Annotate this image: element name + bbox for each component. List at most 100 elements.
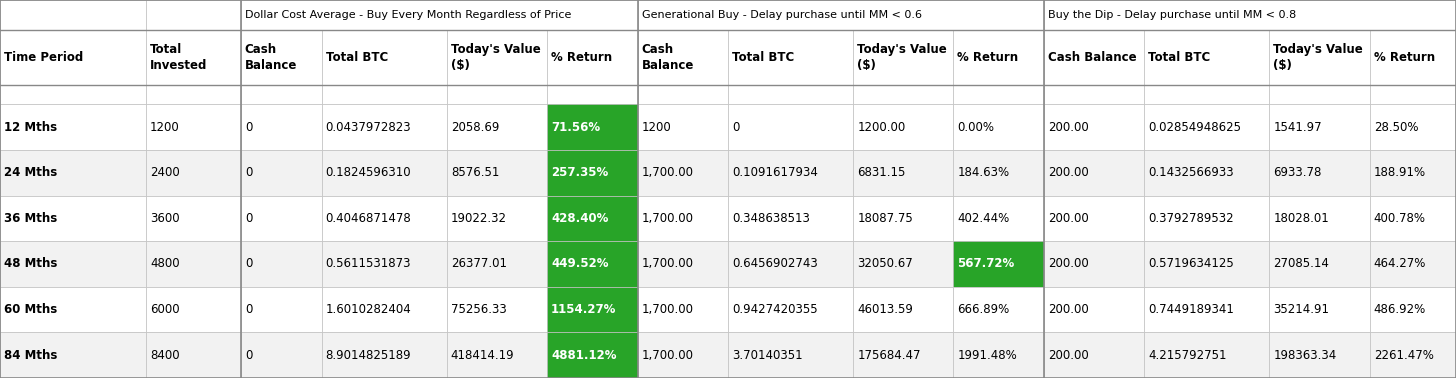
Bar [1044, 104, 1144, 150]
Text: 2400: 2400 [150, 166, 181, 179]
Bar [1370, 332, 1456, 378]
Text: 418414.19: 418414.19 [451, 349, 514, 362]
Text: 464.27%: 464.27% [1373, 257, 1425, 270]
Text: 184.63%: 184.63% [958, 166, 1009, 179]
Bar [954, 85, 1044, 104]
Text: 402.44%: 402.44% [958, 212, 1010, 225]
Text: 0.348638513: 0.348638513 [732, 212, 810, 225]
Bar [1270, 85, 1370, 104]
Bar [638, 85, 728, 104]
Text: Cash Balance: Cash Balance [1048, 51, 1137, 64]
Bar [638, 241, 728, 287]
Text: 188.91%: 188.91% [1373, 166, 1425, 179]
Text: 198363.34: 198363.34 [1274, 349, 1337, 362]
Bar [1370, 104, 1456, 150]
Bar [728, 30, 853, 85]
Bar [728, 287, 853, 332]
Bar [240, 150, 322, 195]
Bar [447, 85, 547, 104]
Bar [853, 104, 954, 150]
Bar [547, 332, 638, 378]
Text: 200.00: 200.00 [1048, 212, 1089, 225]
Text: 46013.59: 46013.59 [858, 303, 913, 316]
Bar [1270, 195, 1370, 241]
Bar [638, 0, 1044, 30]
Text: 26377.01: 26377.01 [451, 257, 507, 270]
Bar [1044, 332, 1144, 378]
Text: 400.78%: 400.78% [1373, 212, 1425, 225]
Text: 84 Mths: 84 Mths [4, 349, 57, 362]
Bar [447, 287, 547, 332]
Text: 2058.69: 2058.69 [451, 121, 499, 133]
Bar [1270, 30, 1370, 85]
Bar [146, 150, 240, 195]
Bar [0, 85, 146, 104]
Text: 200.00: 200.00 [1048, 349, 1089, 362]
Bar [322, 85, 447, 104]
Text: 200.00: 200.00 [1048, 257, 1089, 270]
Bar [1270, 150, 1370, 195]
Bar [0, 104, 146, 150]
Bar [728, 104, 853, 150]
Bar [1370, 150, 1456, 195]
Bar [954, 287, 1044, 332]
Text: % Return: % Return [550, 51, 612, 64]
Text: 28.50%: 28.50% [1373, 121, 1418, 133]
Bar [146, 85, 240, 104]
Bar [1044, 150, 1144, 195]
Bar [240, 104, 322, 150]
Text: 1,700.00: 1,700.00 [642, 349, 693, 362]
Text: 1200: 1200 [642, 121, 671, 133]
Bar [146, 287, 240, 332]
Bar [638, 195, 728, 241]
Text: 0.3792789532: 0.3792789532 [1149, 212, 1233, 225]
Text: 0.5611531873: 0.5611531873 [326, 257, 411, 270]
Bar [240, 85, 322, 104]
Text: 0.02854948625: 0.02854948625 [1149, 121, 1241, 133]
Text: Cash
Balance: Cash Balance [245, 43, 297, 72]
Text: 4881.12%: 4881.12% [550, 349, 616, 362]
Text: 200.00: 200.00 [1048, 303, 1089, 316]
Bar [240, 195, 322, 241]
Bar [240, 241, 322, 287]
Bar [322, 104, 447, 150]
Text: Total
Invested: Total Invested [150, 43, 208, 72]
Text: 0: 0 [245, 303, 252, 316]
Text: 8576.51: 8576.51 [451, 166, 499, 179]
Bar [638, 332, 728, 378]
Bar [1370, 195, 1456, 241]
Text: 0.1824596310: 0.1824596310 [326, 166, 411, 179]
Bar [1144, 287, 1270, 332]
Text: 0.5719634125: 0.5719634125 [1149, 257, 1233, 270]
Text: 200.00: 200.00 [1048, 121, 1089, 133]
Text: Total BTC: Total BTC [732, 51, 795, 64]
Bar [1270, 104, 1370, 150]
Bar [728, 241, 853, 287]
Text: Buy the Dip - Delay purchase until MM < 0.8: Buy the Dip - Delay purchase until MM < … [1048, 10, 1296, 20]
Bar [322, 30, 447, 85]
Text: 1541.97: 1541.97 [1274, 121, 1322, 133]
Text: Today's Value
($): Today's Value ($) [858, 43, 946, 72]
Text: 18028.01: 18028.01 [1274, 212, 1329, 225]
Bar [1144, 104, 1270, 150]
Bar [1144, 195, 1270, 241]
Bar [1144, 30, 1270, 85]
Bar [146, 30, 240, 85]
Text: 1,700.00: 1,700.00 [642, 166, 693, 179]
Text: 2261.47%: 2261.47% [1373, 349, 1434, 362]
Text: 567.72%: 567.72% [958, 257, 1015, 270]
Text: Generational Buy - Delay purchase until MM < 0.6: Generational Buy - Delay purchase until … [642, 10, 922, 20]
Bar [853, 332, 954, 378]
Bar [447, 30, 547, 85]
Text: 48 Mths: 48 Mths [4, 257, 57, 270]
Text: 4800: 4800 [150, 257, 179, 270]
Text: 0: 0 [245, 166, 252, 179]
Text: 60 Mths: 60 Mths [4, 303, 57, 316]
Bar [1044, 0, 1456, 30]
Text: Today's Value
($): Today's Value ($) [1274, 43, 1363, 72]
Bar [853, 287, 954, 332]
Text: 0.4046871478: 0.4046871478 [326, 212, 411, 225]
Text: 3600: 3600 [150, 212, 179, 225]
Bar [322, 241, 447, 287]
Bar [0, 332, 146, 378]
